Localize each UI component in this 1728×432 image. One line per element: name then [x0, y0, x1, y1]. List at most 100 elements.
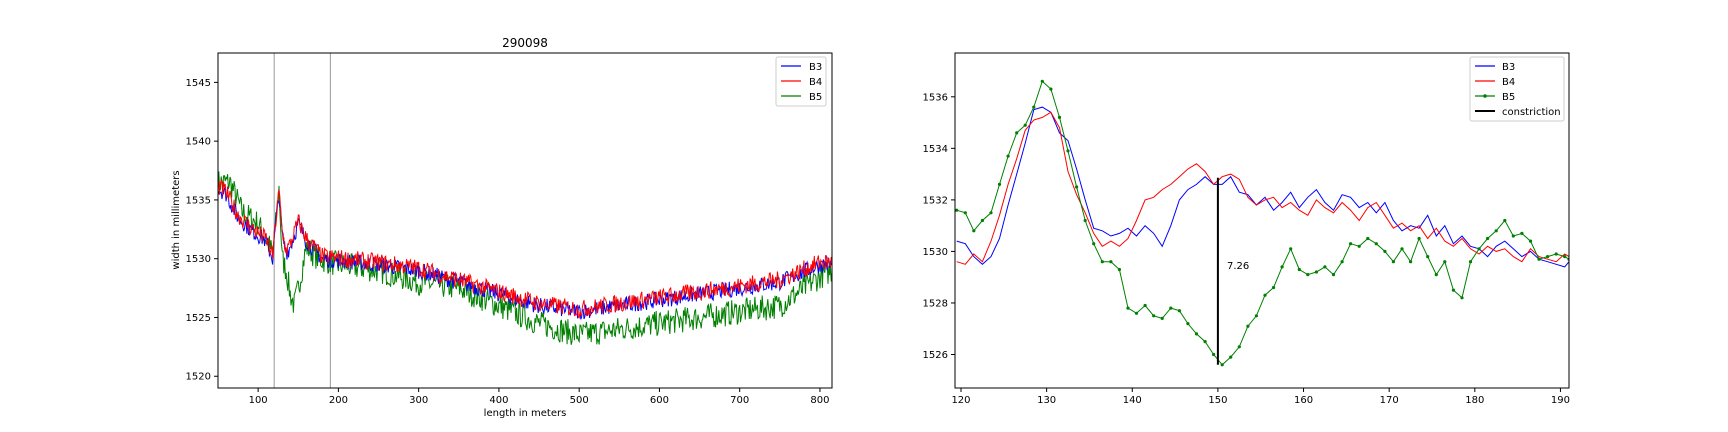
right-series-b5-point [1272, 285, 1276, 290]
right-series-b5-point [1563, 255, 1567, 259]
right-series-b5-point [1134, 311, 1139, 315]
left-y-tick-label: 1525 [186, 313, 211, 324]
right-series-b5-point [963, 211, 967, 215]
right-series-b5-point [1323, 265, 1327, 269]
left-y-axis-label: width in millimeters [171, 170, 182, 269]
left-x-tick-label: 300 [409, 395, 428, 406]
right-x-tick-label: 150 [1208, 395, 1227, 406]
right-x-tick-label: 160 [1294, 395, 1313, 406]
right-series-b5-point [1152, 314, 1156, 318]
right-series-b5-point [1169, 306, 1173, 310]
right-y-tick-label: 1528 [923, 298, 948, 309]
right-series-b5-point [1503, 218, 1507, 223]
right-series-b5-point [1092, 242, 1096, 246]
right-series-b5-point [1212, 352, 1216, 357]
right-legend-label-constriction: constriction [1502, 107, 1561, 118]
right-series-b5-point [1177, 309, 1181, 313]
constriction-value-label: 7.26 [1227, 261, 1249, 272]
right-series-b5-point [1100, 260, 1104, 264]
right-series-b5-point [1066, 149, 1070, 153]
right-series-b5-point [1297, 267, 1301, 272]
left-y-tick-label: 1545 [186, 78, 211, 89]
right-y-tick-label: 1534 [923, 144, 948, 155]
right-series-b5-point [1451, 288, 1455, 292]
left-x-tick-label: 800 [810, 395, 829, 406]
right-series-b5-point [955, 208, 959, 212]
right-axes-frame [954, 52, 1570, 389]
right-plot-area [955, 79, 1569, 367]
right-series-b5-point [1426, 255, 1430, 259]
right-series-b5-point [1357, 244, 1361, 248]
right-series-b5-point [1306, 273, 1310, 277]
right-series-b5-point [1263, 293, 1267, 297]
right-series-b5-line [956, 80, 1569, 366]
right-legend: B3 B4 B5 constriction [1469, 56, 1565, 122]
right-series-b5-point [1349, 242, 1353, 246]
left-axes-frame [217, 52, 833, 389]
right-series-b3-line [956, 106, 1569, 268]
right-series-b5-point [1229, 355, 1233, 359]
right-series-b5-point [1032, 105, 1036, 109]
right-x-tick-label: 170 [1380, 395, 1399, 406]
right-x-tick-label: 140 [1123, 395, 1142, 406]
left-x-tick-label: 200 [329, 395, 348, 406]
right-legend-marker-b5 [1483, 94, 1487, 98]
right-series-b5-point [1391, 260, 1395, 264]
right-series-b5-point [1443, 260, 1447, 264]
right-series-b5-point [1246, 324, 1250, 328]
right-series-b5-point [1546, 255, 1550, 259]
right-series-b5-point [1015, 131, 1019, 135]
right-panel: 120 130 140 150 160 170 180 190 1526 1528 1530 1532… [923, 52, 1570, 406]
right-series-b5-point [1049, 87, 1053, 91]
left-y-tick-label: 1535 [186, 195, 211, 206]
right-series-b5-point [1340, 260, 1344, 264]
right-series-b5-point [1486, 236, 1490, 241]
right-y-tick-label: 1532 [923, 195, 948, 206]
right-legend-label-b4: B4 [1502, 77, 1515, 88]
left-chart-title: 290098 [502, 36, 548, 50]
right-series-b5-point [1237, 345, 1241, 349]
right-series-b5-point [1289, 247, 1293, 251]
left-legend-label-b5: B5 [809, 92, 822, 103]
left-x-axis-label: length in meters [484, 408, 567, 419]
right-legend-label-b3: B3 [1502, 62, 1515, 73]
right-series-b5-point [1374, 242, 1378, 246]
right-series-b5-point [1083, 218, 1087, 223]
right-series-b5-point [972, 229, 976, 233]
right-series-b5-point [1109, 260, 1113, 264]
left-y-tick-label: 1520 [186, 372, 211, 383]
left-x-tick-label: 400 [489, 395, 508, 406]
right-series-b5-point [1023, 123, 1027, 127]
right-series-b5-point [1528, 239, 1533, 243]
right-x-tick-label: 190 [1551, 395, 1570, 406]
right-series-b5-point [1537, 257, 1541, 261]
right-series-b5-point [1057, 115, 1062, 119]
left-series-b4-line [218, 179, 832, 319]
left-legend-label-b3: B3 [809, 62, 822, 73]
right-series-b4-line [956, 111, 1569, 265]
right-series-b5-point [1186, 322, 1190, 326]
right-legend-box [1469, 56, 1565, 122]
right-series-b5-point [989, 211, 993, 215]
left-x-tick-label: 500 [570, 395, 589, 406]
left-y-tick-label: 1530 [186, 254, 211, 265]
right-series-b5-point [1203, 340, 1207, 344]
right-series-b5-point [1160, 316, 1164, 320]
left-y-tick-label: 1540 [186, 137, 211, 148]
right-series-b5-point [1280, 265, 1284, 269]
right-x-tick-label: 120 [951, 395, 970, 406]
right-series-b5-point [1554, 252, 1558, 256]
right-x-tick-label: 130 [1037, 395, 1056, 406]
right-series-b5-point [1006, 154, 1010, 158]
right-series-b5-point [1040, 79, 1044, 83]
right-series-b5-point [1494, 229, 1498, 233]
right-series-b5-point [1511, 234, 1515, 238]
left-x-tick-label: 600 [650, 395, 669, 406]
right-x-tick-label: 180 [1465, 395, 1484, 406]
right-series-b5-point [1400, 247, 1404, 251]
right-y-tick-label: 1536 [923, 92, 948, 103]
left-plot-area [218, 53, 832, 388]
left-x-tick-label: 700 [730, 395, 749, 406]
right-series-b5-point [1314, 270, 1318, 274]
